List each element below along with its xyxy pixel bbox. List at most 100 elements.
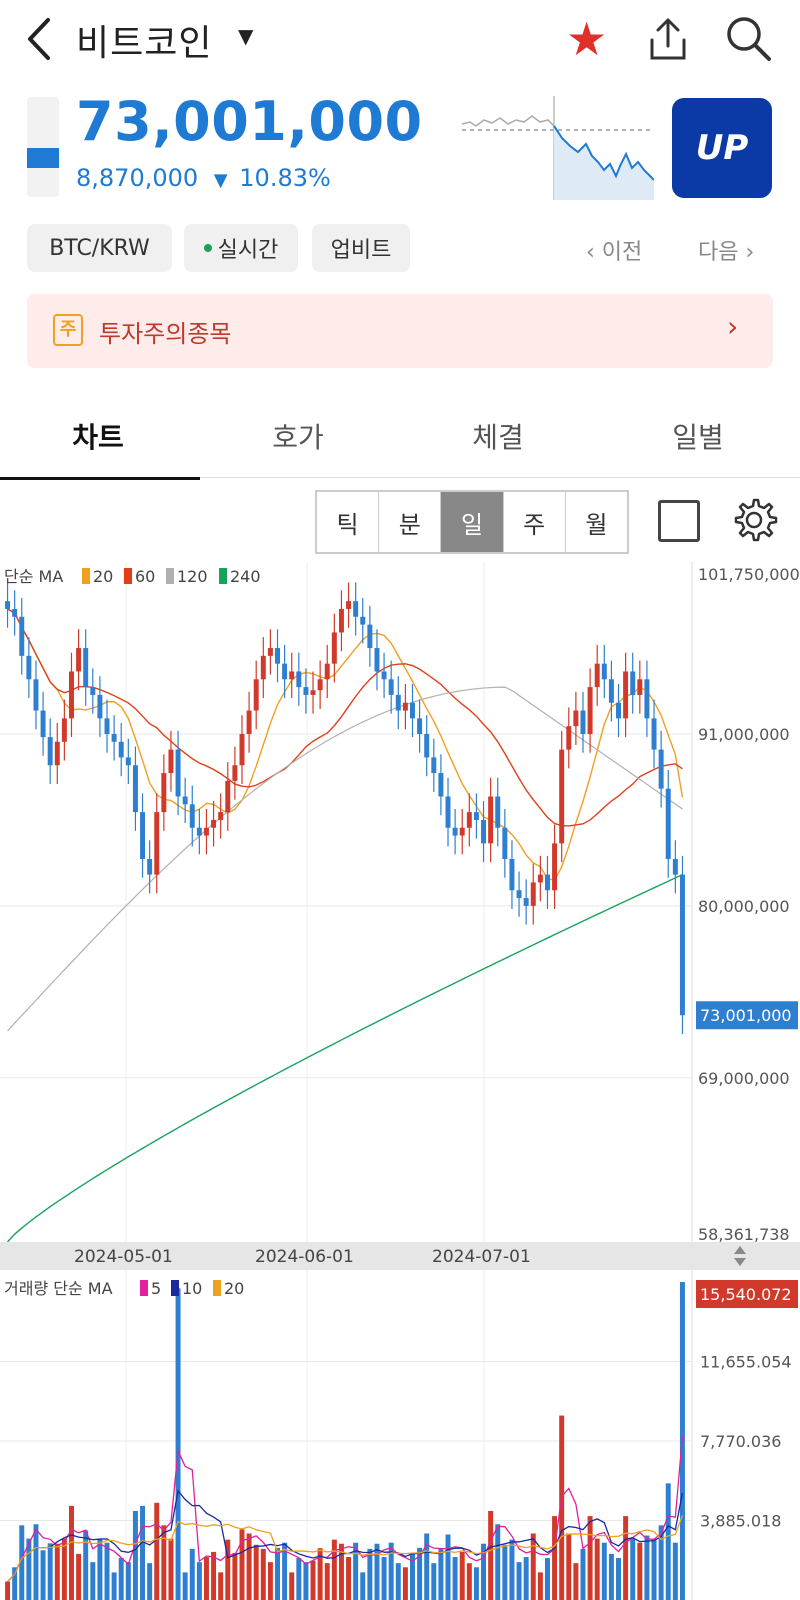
- price-tick-label: 58,361,738: [698, 1225, 790, 1244]
- mini-sparkline-chart: [462, 96, 654, 200]
- period-month[interactable]: 월: [585, 510, 608, 539]
- volume-bar: [495, 1524, 501, 1600]
- price-range-bar: [27, 97, 59, 197]
- exchange-chip[interactable]: 업비트: [312, 224, 410, 272]
- volume-bar: [395, 1563, 401, 1600]
- candle: [630, 671, 636, 695]
- volume-bar: [104, 1542, 110, 1600]
- candle: [275, 648, 280, 664]
- volume-bar: [523, 1557, 529, 1600]
- candle: [616, 702, 621, 719]
- candle: [26, 655, 32, 680]
- volume-bar: [438, 1548, 444, 1600]
- volume-bar: [289, 1572, 295, 1600]
- candle: [566, 726, 572, 750]
- chevron-left-icon[interactable]: [20, 14, 60, 64]
- volume-bar: [303, 1562, 309, 1600]
- candle: [61, 718, 67, 742]
- price-tick-label: 80,000,000: [698, 897, 790, 916]
- candle: [523, 898, 529, 906]
- volume-bar: [466, 1563, 472, 1600]
- volume-bar: [125, 1562, 131, 1600]
- page-title[interactable]: 비트코인: [76, 23, 213, 64]
- ma-20-line: [7, 608, 684, 882]
- volume-bar: [473, 1567, 479, 1600]
- candle: [5, 601, 11, 609]
- tab-chart[interactable]: 차트: [72, 421, 124, 454]
- candle: [381, 671, 387, 680]
- candle: [253, 679, 259, 711]
- volume-bar: [381, 1557, 387, 1600]
- change-percent: 10.83%: [239, 164, 331, 192]
- tab-orderbook[interactable]: 호가: [272, 421, 324, 454]
- legend-item: 20: [224, 1279, 244, 1298]
- volume-bar: [317, 1548, 323, 1600]
- volume-bar: [218, 1572, 224, 1600]
- realtime-chip[interactable]: 실시간: [184, 224, 298, 272]
- candle: [289, 671, 295, 680]
- candle: [19, 616, 25, 656]
- candle: [459, 827, 465, 836]
- period-minute[interactable]: 분: [379, 492, 442, 552]
- chart-grid: [0, 562, 693, 1600]
- current-price: 73,001,000: [76, 90, 423, 153]
- tab-trades[interactable]: 체결: [472, 421, 524, 454]
- candle: [651, 718, 657, 750]
- volume-bar: [552, 1516, 558, 1600]
- legend-swatch: [171, 1280, 179, 1296]
- candle: [154, 812, 160, 875]
- volume-chart: 15,540.072 11,655.054 7,770.036 3,885.018 거래…: [0, 1279, 798, 1600]
- volume-bar: [40, 1550, 46, 1600]
- volume-bar: [594, 1538, 600, 1600]
- volume-bar: [5, 1581, 11, 1600]
- candle: [118, 741, 124, 758]
- moving-average-lines: [7, 608, 684, 1243]
- candlestick-chart[interactable]: 101,750,000 91,000,000 80,000,000 69,000,00…: [0, 562, 800, 1600]
- search-icon[interactable]: [722, 12, 774, 64]
- candle: [232, 765, 238, 781]
- prev-button[interactable]: ‹ 이전: [586, 240, 643, 265]
- star-icon[interactable]: ★: [566, 12, 608, 66]
- share-icon[interactable]: [646, 14, 690, 64]
- volume-bar: [509, 1539, 515, 1600]
- volume-bar: [111, 1572, 117, 1600]
- volume-bar: [402, 1567, 408, 1600]
- caret-down-icon[interactable]: ▼: [238, 24, 254, 48]
- candle: [90, 687, 96, 695]
- gear-icon[interactable]: [730, 496, 778, 544]
- volume-bar: [608, 1553, 614, 1600]
- candle: [218, 812, 224, 820]
- candle: [147, 858, 153, 875]
- volume-bar: [267, 1562, 273, 1600]
- volume-bar: [310, 1560, 316, 1600]
- volume-bar: [346, 1557, 352, 1600]
- volume-bar: [69, 1505, 74, 1600]
- period-tick[interactable]: 틱: [317, 492, 380, 552]
- candle: [466, 812, 472, 828]
- candle: [83, 648, 89, 688]
- candle: [33, 679, 39, 711]
- volume-bar: [338, 1543, 344, 1600]
- volume-bar: [573, 1563, 579, 1600]
- volume-bar: [601, 1542, 607, 1600]
- volume-bar: [672, 1542, 678, 1600]
- price-tick-label: 101,750,000: [698, 565, 800, 584]
- volume-bar: [424, 1533, 430, 1600]
- candle: [140, 812, 146, 859]
- current-price-label: 73,001,000: [700, 1006, 792, 1025]
- investment-warning-banner[interactable]: 주 투자주의종목 ›: [27, 294, 773, 368]
- next-button[interactable]: 다음 ›: [698, 240, 755, 265]
- legend-swatch: [166, 568, 174, 584]
- tab-daily[interactable]: 일별: [672, 421, 724, 454]
- pair-chip[interactable]: BTC/KRW: [27, 224, 172, 272]
- fullscreen-icon[interactable]: [658, 500, 700, 542]
- legend-swatch: [124, 568, 132, 584]
- period-day[interactable]: 일: [441, 492, 504, 552]
- volume-bar: [410, 1552, 415, 1600]
- candle: [573, 710, 579, 727]
- legend-label: 단순 MA: [4, 567, 63, 586]
- period-week[interactable]: 주: [504, 492, 566, 552]
- candle: [175, 749, 181, 797]
- volume-tick-label: 3,885.018: [700, 1512, 781, 1531]
- candle: [338, 608, 344, 633]
